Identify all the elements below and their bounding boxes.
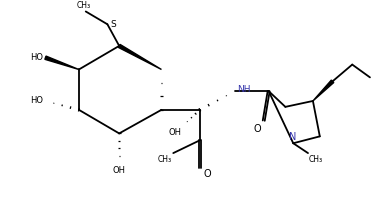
Polygon shape [118,44,161,69]
Text: O: O [204,169,211,179]
Polygon shape [313,80,334,101]
Text: CH₃: CH₃ [77,2,91,10]
Polygon shape [45,56,79,69]
Text: OH: OH [113,166,126,175]
Text: NH: NH [237,85,251,94]
Text: HO: HO [30,97,44,105]
Text: CH₃: CH₃ [309,155,323,164]
Text: HO: HO [30,53,44,62]
Text: CH₃: CH₃ [157,155,171,164]
Text: S: S [110,20,116,29]
Text: O: O [253,123,261,134]
Text: N: N [288,132,296,142]
Text: OH: OH [168,128,181,138]
